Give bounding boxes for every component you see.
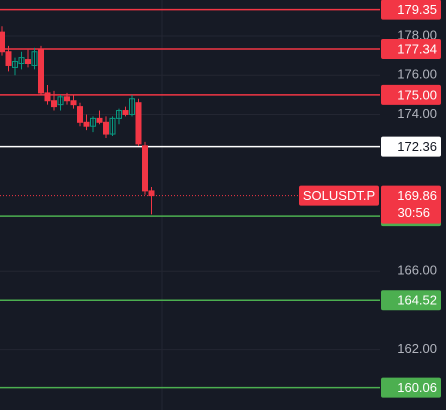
candle-body — [64, 96, 70, 102]
price-level-label: 177.34 — [397, 41, 437, 56]
candle-body — [0, 31, 5, 53]
candle-body — [51, 100, 57, 108]
price-level-label: 164.52 — [397, 293, 437, 308]
candle-body — [135, 102, 142, 145]
candle-body — [38, 49, 44, 94]
countdown-label: 30:56 — [397, 205, 430, 220]
candle-body — [90, 117, 96, 127]
price-level-label: 160.06 — [397, 380, 437, 395]
y-tick-label: 176.00 — [397, 67, 437, 82]
last-price-tag — [381, 185, 441, 224]
candle-body — [116, 110, 122, 119]
candle-body — [129, 98, 135, 115]
y-tick-label: 162.00 — [397, 341, 437, 356]
candle-body — [70, 100, 77, 106]
price-level-tag — [381, 290, 441, 311]
price-level-tag — [381, 38, 441, 59]
price-level-tag — [381, 84, 441, 105]
candle-body — [142, 145, 148, 192]
candle-body — [44, 92, 51, 102]
last-price-label: 169.86 — [397, 188, 437, 203]
candle-body — [122, 110, 129, 115]
candle-body — [77, 106, 83, 123]
candle-body — [148, 190, 155, 197]
y-tick-label: 178.00 — [397, 27, 437, 42]
candle-body — [96, 117, 103, 123]
price-level-label: 175.00 — [397, 87, 437, 102]
candle-body — [25, 59, 31, 64]
y-tick-label: 166.00 — [397, 263, 437, 278]
price-level-label: 172.36 — [397, 139, 437, 154]
price-level-tag — [381, 377, 441, 398]
candle-body — [103, 121, 109, 135]
candle-body — [18, 57, 25, 64]
symbol-tag — [299, 185, 379, 206]
y-tick-label: 174.00 — [397, 106, 437, 121]
symbol-label: SOLUSDT.P — [303, 188, 375, 203]
candle-body — [83, 121, 90, 127]
candle-body — [31, 51, 38, 66]
price-level-tag — [381, 136, 441, 157]
price-level-label: 179.35 — [397, 2, 437, 17]
candle-body — [12, 61, 18, 68]
candle-body — [109, 117, 116, 135]
candle-body — [5, 51, 12, 66]
price-level-tag — [381, 0, 441, 20]
candle-body — [57, 96, 64, 106]
